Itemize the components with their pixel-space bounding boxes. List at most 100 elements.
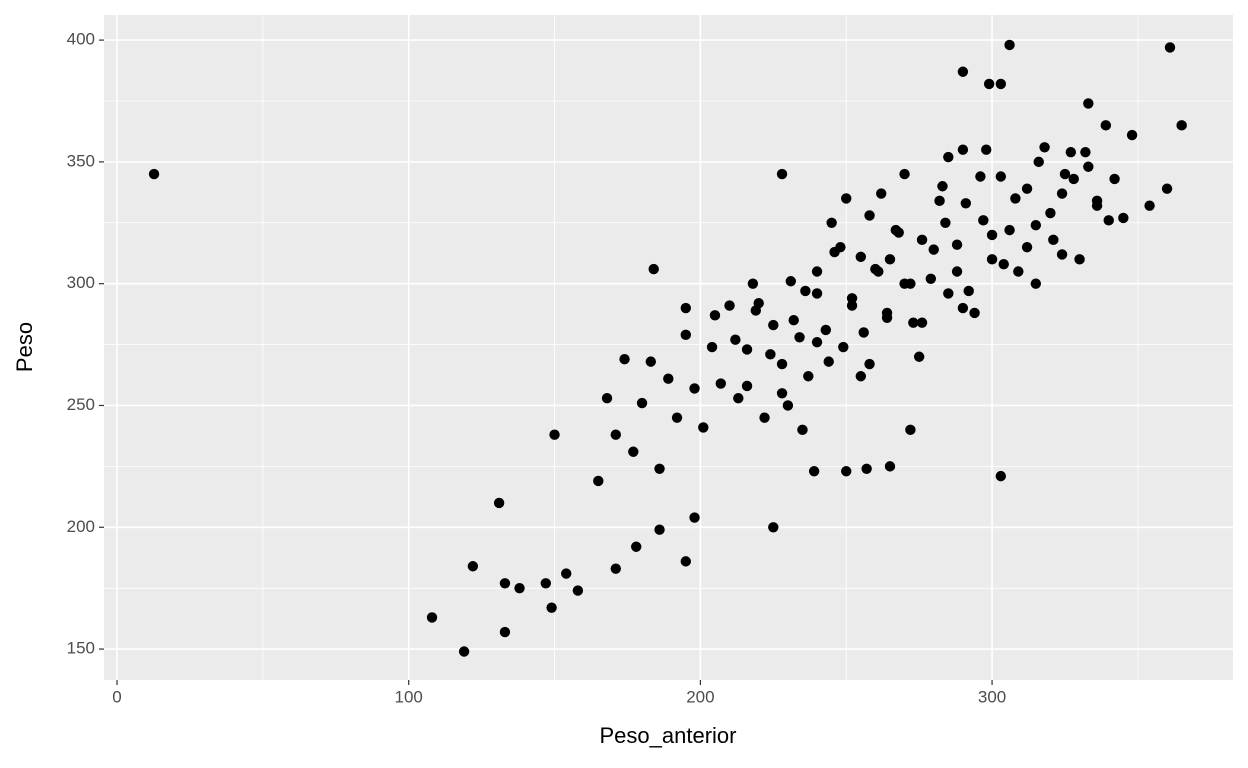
- panel: [104, 15, 1233, 680]
- y-tick-label: 150: [67, 639, 95, 658]
- point: [730, 334, 741, 345]
- point: [797, 424, 808, 436]
- point: [870, 263, 881, 275]
- y-tick-label: 350: [67, 151, 95, 170]
- point: [803, 371, 814, 382]
- point: [593, 475, 604, 487]
- point: [715, 378, 726, 389]
- point: [975, 171, 986, 182]
- point: [1126, 129, 1138, 141]
- point: [1103, 215, 1114, 226]
- point: [1021, 241, 1033, 253]
- point: [934, 195, 945, 207]
- point: [776, 388, 788, 399]
- x-tick-label: 100: [395, 687, 423, 706]
- point: [648, 263, 659, 275]
- point: [546, 602, 557, 613]
- y-tick-label: 200: [67, 517, 95, 536]
- point: [800, 285, 811, 297]
- point: [986, 229, 998, 241]
- point: [925, 273, 937, 285]
- point: [741, 380, 753, 392]
- point: [1065, 146, 1077, 158]
- point: [978, 215, 989, 226]
- point: [957, 66, 969, 77]
- point: [823, 356, 834, 367]
- point: [1161, 183, 1173, 194]
- point: [986, 254, 998, 265]
- point: [916, 234, 928, 246]
- point: [654, 463, 665, 475]
- point: [995, 470, 1007, 482]
- point: [689, 383, 700, 394]
- point: [467, 561, 479, 572]
- point: [671, 412, 683, 423]
- point: [841, 466, 852, 477]
- point: [610, 429, 621, 440]
- point: [1068, 173, 1079, 185]
- y-tick-label: 400: [67, 30, 95, 49]
- point: [1013, 266, 1024, 277]
- point: [908, 317, 919, 328]
- point: [540, 578, 551, 589]
- point: [1083, 98, 1094, 109]
- point: [1004, 224, 1015, 236]
- point: [963, 285, 974, 297]
- point: [680, 556, 691, 567]
- point: [785, 276, 797, 287]
- point: [1144, 200, 1155, 211]
- point: [1033, 156, 1044, 168]
- point: [680, 302, 691, 314]
- point: [943, 151, 954, 163]
- point: [733, 392, 744, 404]
- point: [995, 78, 1007, 90]
- point: [1010, 193, 1021, 204]
- point: [864, 358, 875, 370]
- point: [724, 300, 735, 311]
- point: [835, 241, 846, 253]
- point: [1021, 183, 1033, 194]
- point: [499, 626, 511, 638]
- point: [838, 341, 849, 353]
- point: [788, 315, 799, 326]
- point: [1056, 188, 1068, 199]
- point: [636, 397, 648, 409]
- point: [1074, 254, 1085, 265]
- point: [1109, 173, 1120, 185]
- point: [1164, 42, 1176, 53]
- point: [631, 541, 642, 552]
- point: [426, 612, 438, 623]
- point: [514, 582, 525, 594]
- point: [1091, 195, 1103, 207]
- point: [808, 466, 820, 477]
- point: [663, 373, 674, 384]
- point: [957, 144, 969, 155]
- point: [864, 210, 875, 221]
- point: [1083, 161, 1094, 172]
- point: [499, 578, 511, 589]
- point: [698, 422, 709, 433]
- point: [768, 522, 779, 533]
- x-tick-label: 200: [686, 687, 714, 706]
- point: [706, 341, 718, 353]
- point: [1118, 212, 1129, 224]
- point: [680, 329, 691, 341]
- point: [493, 497, 505, 509]
- point: [1030, 220, 1042, 231]
- point: [884, 461, 896, 472]
- point: [1004, 39, 1015, 51]
- point: [794, 332, 805, 343]
- point: [855, 251, 867, 263]
- point: [820, 324, 832, 336]
- point: [905, 278, 916, 289]
- point: [951, 239, 963, 250]
- point: [811, 288, 823, 299]
- point: [776, 168, 788, 180]
- point: [899, 168, 910, 180]
- point: [811, 336, 823, 348]
- x-tick-label: 0: [112, 687, 121, 706]
- point: [1176, 120, 1187, 131]
- point: [876, 188, 887, 199]
- point: [846, 300, 858, 311]
